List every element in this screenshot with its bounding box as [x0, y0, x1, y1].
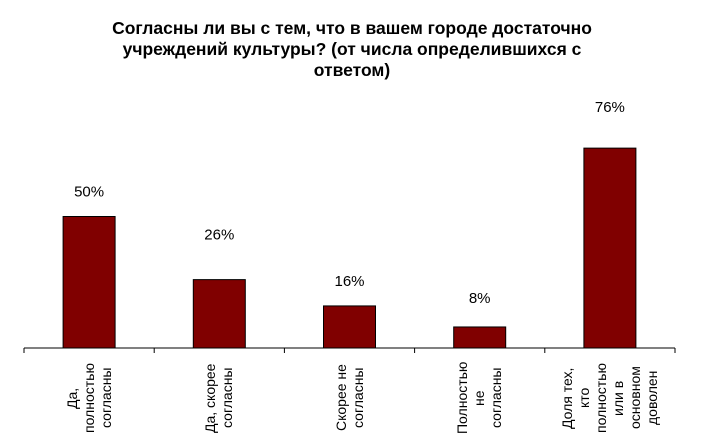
x-axis-ticks [23, 348, 676, 353]
x-axis-category-label: Полностью не согласны [440, 360, 520, 436]
x-axis-category-text: Полностью не согласны [454, 360, 505, 436]
x-axis-category-line: Доля тех, [558, 367, 575, 429]
bar-series [62, 147, 637, 349]
x-axis-category-text: Да, скорее согласны [202, 360, 236, 436]
x-axis-category-line: кто [575, 387, 592, 409]
x-axis-category-line: согласны [488, 367, 505, 429]
x-axis-category-line: согласны [219, 367, 236, 429]
data-label: 76% [595, 99, 625, 116]
x-axis-category-label: Да, полностью согласны [49, 360, 129, 436]
x-axis-category-label: Скорее не согласны [310, 360, 390, 436]
x-axis-category-line: основном [626, 366, 643, 430]
x-axis-category-line: согласны [97, 367, 114, 429]
x-axis-category-label: Доля тех, кто полностью или в основном доволе… [559, 360, 660, 436]
bar [453, 326, 507, 349]
x-axis-category-text: Да, полностью согласны [64, 360, 115, 436]
x-axis-category-line: не [471, 390, 488, 406]
x-axis-category-line: полностью [80, 363, 97, 433]
x-axis-category-line: доволен [643, 370, 660, 426]
bar [583, 147, 637, 349]
chart-title: Согласны ли вы с тем, что в вашем городе… [70, 18, 634, 81]
bar [192, 279, 246, 349]
x-axis-category-line: или в [609, 380, 626, 416]
data-label: 16% [334, 273, 364, 290]
x-axis-category-text: Скорее не согласны [333, 360, 367, 436]
bar [323, 305, 376, 349]
chart-title-line-3: ответом) [313, 60, 391, 80]
chart-title-line-2: учреждений культуры? (от числа определив… [122, 39, 582, 59]
x-axis-category-line: Да, [63, 387, 80, 409]
data-label: 8% [469, 290, 491, 307]
data-label: 50% [74, 184, 104, 201]
x-axis-category-line: Да, скорее [202, 363, 219, 433]
bar [62, 216, 116, 349]
x-axis-category-line: Скорее не [332, 364, 349, 432]
chart-title-line-1: Согласны ли вы с тем, что в вашем городе… [112, 18, 592, 38]
x-axis-category-text: Доля тех, кто полностью или в основном доволе… [559, 360, 661, 436]
x-axis-category-line: согласны [349, 367, 366, 429]
x-axis-category-line: полностью [592, 363, 609, 433]
x-axis-category-line: Полностью [454, 361, 471, 435]
data-labels: 50% 26% 16% 8% 76% [74, 99, 625, 307]
x-axis-category-label: Да, скорее согласны [179, 360, 259, 436]
data-label: 26% [204, 227, 234, 244]
